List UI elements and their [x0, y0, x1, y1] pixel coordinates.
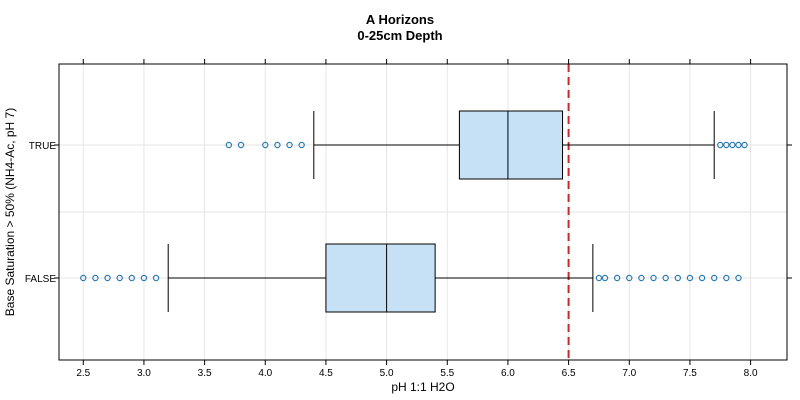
outlier-point [601, 274, 609, 282]
outlier-point [717, 141, 724, 149]
y-tick-label: FALSE [25, 274, 56, 285]
outlier-point [92, 274, 99, 282]
x-tick-label: 8.0 [744, 368, 758, 379]
outlier-point [140, 274, 148, 282]
outlier-point [152, 274, 160, 282]
outlier-point [237, 141, 245, 149]
x-tick-label: 4.5 [319, 368, 333, 379]
chart-subtitle: 0-25cm Depth [357, 28, 442, 43]
outlier-point [741, 141, 748, 149]
outlier-point [698, 274, 706, 282]
outlier-point [723, 141, 730, 149]
outlier-point [686, 274, 694, 282]
x-tick-label: 5.0 [380, 368, 394, 379]
box-group-false [80, 243, 742, 313]
chart-title: A Horizons [366, 12, 434, 27]
outlier-point [595, 274, 603, 282]
y-axis-label: Base Saturation > 50% (NH4-Ac, pH 7) [3, 108, 17, 316]
outlier-point [225, 141, 233, 149]
box [325, 243, 436, 313]
outlier-point [723, 274, 730, 282]
box [458, 110, 564, 180]
x-tick-label: 3.0 [137, 368, 151, 379]
x-tick-label: 3.5 [198, 368, 212, 379]
plot-frame [58, 63, 788, 361]
outlier-point [262, 141, 269, 149]
outlier-point [274, 141, 281, 149]
y-tick-label: TRUE [29, 141, 57, 152]
outlier-point [650, 274, 657, 282]
x-tick-label: 6.0 [501, 368, 515, 379]
axes-group: 2.5 3.0 3.5 4.0 4.5 5.0 5.5 6.0 6.5 7.0 7.5 8.0 TRUE… [25, 59, 792, 379]
x-tick-label: 2.5 [76, 368, 90, 379]
x-tick-label: 6.5 [562, 368, 576, 379]
x-tick-label: 7.0 [622, 368, 636, 379]
outlier-point [674, 274, 682, 282]
outlier-point [116, 274, 123, 282]
outlier-point [286, 141, 293, 149]
outlier-point [638, 274, 645, 282]
x-tick-label: 4.0 [258, 368, 272, 379]
outlier-point [613, 274, 621, 282]
x-tick-label: 7.5 [683, 368, 697, 379]
grid-lines [59, 64, 787, 360]
outlier-point [298, 141, 305, 149]
box-group-true [225, 110, 748, 180]
outlier-point [729, 141, 736, 149]
outlier-point [80, 274, 87, 282]
x-tick-label: 5.5 [440, 368, 454, 379]
outlier-point [735, 274, 742, 282]
outlier-point [626, 274, 633, 282]
outlier-point [662, 274, 669, 282]
outlier-point [104, 274, 111, 282]
outlier-point [735, 141, 742, 149]
x-axis-label: pH 1:1 H2O [391, 380, 454, 394]
outlier-point [128, 274, 135, 282]
boxes-group [80, 110, 748, 313]
outlier-point [711, 274, 718, 282]
